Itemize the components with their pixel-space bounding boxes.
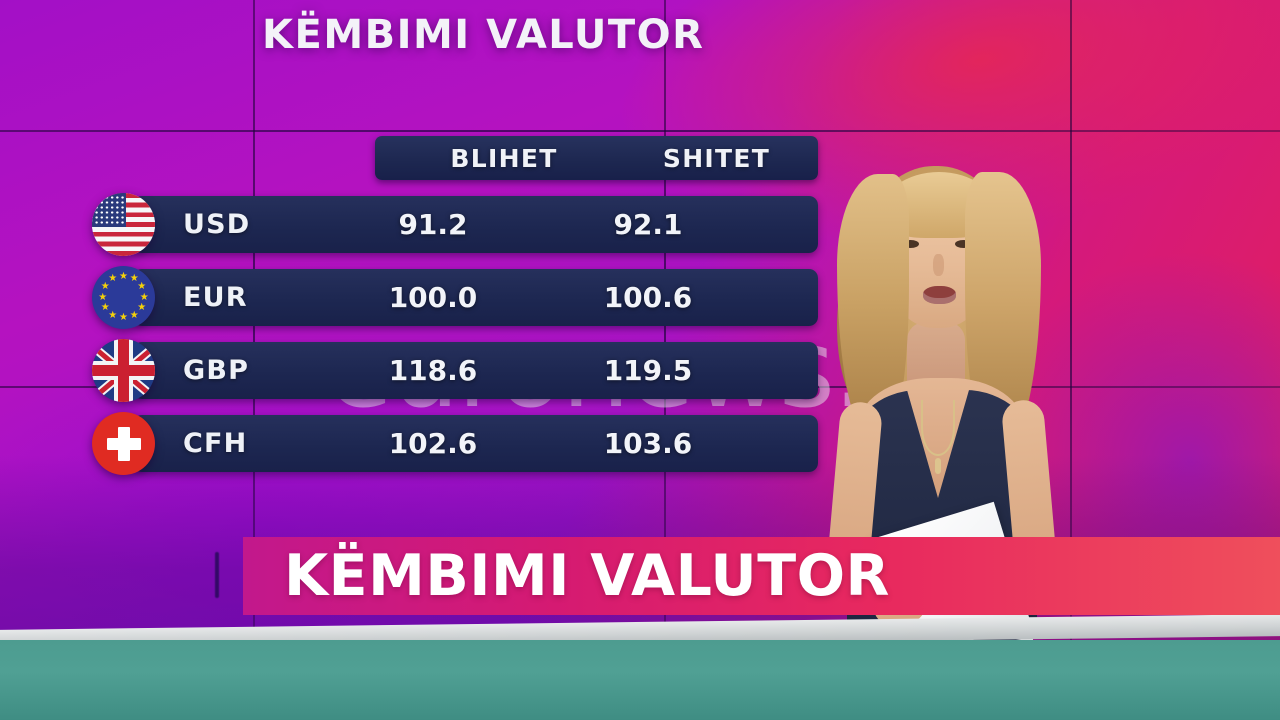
- exchange-rates-table: BLIHET SHITET USD 91.2 92.1 ★ ★ ★ ★ ★ ★ …: [88, 136, 848, 475]
- sell-rate: 92.1: [613, 208, 683, 241]
- wall-seam-vertical-3: [1070, 0, 1072, 640]
- buy-rate: 118.6: [388, 354, 478, 387]
- column-header-buy: BLIHET: [450, 143, 558, 173]
- table-row: CFH 102.6 103.6: [88, 412, 848, 475]
- sell-rate: 103.6: [603, 427, 693, 460]
- column-header-sell: SHITET: [662, 143, 771, 173]
- table-header-row: BLIHET SHITET: [375, 136, 818, 180]
- us-flag-icon: [92, 193, 155, 256]
- table-row: USD 91.2 92.1: [88, 193, 848, 256]
- row-background: [133, 269, 818, 326]
- row-background: [133, 196, 818, 253]
- buy-rate: 100.0: [388, 281, 478, 314]
- sell-rate: 100.6: [603, 281, 693, 314]
- currency-code: USD: [183, 209, 251, 240]
- wall-seam-mark: [215, 552, 219, 598]
- anchor-necklace: [921, 400, 955, 456]
- buy-rate: 91.2: [398, 208, 468, 241]
- wall-seam-horizontal-1: [0, 130, 1280, 132]
- wall-headline: KËMBIMI VALUTOR: [262, 12, 705, 58]
- table-row: ★ ★ ★ ★ ★ ★ ★ ★ ★ ★ ★ ★ EUR 100.0 100.6: [88, 266, 848, 329]
- lower-third-banner: KËMBIMI VALUTOR: [243, 537, 1280, 615]
- buy-rate: 102.6: [388, 427, 478, 460]
- sell-rate: 119.5: [603, 354, 693, 387]
- currency-code: GBP: [183, 355, 250, 386]
- table-row: GBP 118.6 119.5: [88, 339, 848, 402]
- swiss-flag-icon: [92, 412, 155, 475]
- currency-code: EUR: [183, 282, 248, 313]
- lower-third-title: KËMBIMI VALUTOR: [284, 543, 890, 609]
- currency-code: CFH: [183, 428, 248, 459]
- uk-flag-icon: [92, 339, 155, 402]
- studio-floor: [0, 640, 1280, 720]
- eu-flag-icon: ★ ★ ★ ★ ★ ★ ★ ★ ★ ★ ★ ★: [92, 266, 155, 329]
- row-background: [133, 342, 818, 399]
- row-background: [133, 415, 818, 472]
